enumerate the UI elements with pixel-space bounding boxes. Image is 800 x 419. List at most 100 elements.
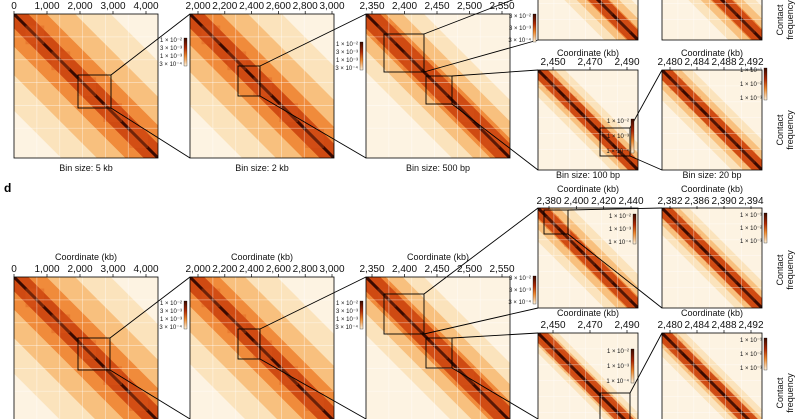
bin-size-top-2: Bin size: 2 kb xyxy=(235,163,289,173)
contact-maps xyxy=(13,0,763,419)
connector xyxy=(109,276,191,339)
axis-top-1: 0 1,000 2,000 3,000 4,000 xyxy=(11,1,159,14)
tick-label: 1,000 xyxy=(34,1,59,12)
tick-label: 2,470 xyxy=(577,320,602,331)
axis-title-bot-6: Coordinate (kb) xyxy=(557,308,619,318)
map-bot-lower-a xyxy=(537,332,639,419)
tick-label: 2,490 xyxy=(614,57,639,68)
connector xyxy=(423,307,539,335)
colorbar-bot-7: 1 × 10⁻¹ 1 × 10⁻² 1 × 10⁻³ xyxy=(740,212,768,245)
map-top-upper-a xyxy=(537,0,639,41)
zoom-box-top-3 xyxy=(383,33,425,73)
colorbar-label: 1 × 10⁻⁴ xyxy=(606,148,629,155)
tick-label: 2,450 xyxy=(424,1,449,12)
tick-label: 2,550 xyxy=(489,1,514,12)
connector xyxy=(110,107,191,159)
axis-top-2: 2,000 2,200 2,400 2,600 2,800 3,000 xyxy=(185,1,345,14)
connector xyxy=(259,358,367,419)
tick-label: 2,484 xyxy=(684,320,709,331)
tick-label: 0 xyxy=(11,1,17,12)
zoom-box-bot-4 xyxy=(425,337,453,369)
tick-label: 3,000 xyxy=(100,264,125,275)
zoom-connectors xyxy=(77,0,663,419)
colorbar-gradient xyxy=(532,13,537,43)
colorbar-label: 3 × 10⁻³ xyxy=(336,309,358,315)
tick-label: 2,492 xyxy=(738,57,763,68)
tick-label: 2,600 xyxy=(266,1,291,12)
colorbar-gradient xyxy=(359,300,364,330)
tick-label: 2,000 xyxy=(67,264,92,275)
colorbar-label: 3 × 10⁻³ xyxy=(509,288,531,294)
map-top-500bp xyxy=(365,13,511,159)
side-label-line2: frequency xyxy=(785,373,795,413)
colorbar-label: 1 × 10⁻⁴ xyxy=(606,378,629,385)
colorbar-gradient xyxy=(183,300,188,330)
colorbar-label: 1 × 10⁻¹ xyxy=(740,68,762,74)
colorbar-label: 3 × 10⁻⁴ xyxy=(335,65,358,72)
colorbar-label: 3 × 10⁻⁴ xyxy=(508,299,531,306)
side-label-top-b: Contact frequency xyxy=(775,110,795,150)
zoom-box-bot-1 xyxy=(77,337,111,371)
tick-label: 2,450 xyxy=(424,264,449,275)
zoom-box-top-1 xyxy=(77,74,112,109)
zoom-box-top-4 xyxy=(425,75,453,105)
colorbar-label: 1 × 10⁻² xyxy=(336,301,358,307)
tick-label: 2,400 xyxy=(564,196,589,207)
colorbar-label: 1 × 10⁻³ xyxy=(160,54,182,60)
colorbar-top-1: 1 × 10⁻² 3 × 10⁻³ 1 × 10⁻³3 × 10⁻⁴ xyxy=(159,37,188,68)
axis-bot-3: 2,350 2,400 2,450 2,500 2,550 xyxy=(359,264,515,277)
connector xyxy=(629,69,663,129)
zoom-box-bot-3 xyxy=(383,293,425,335)
tick-label: 2,000 xyxy=(67,1,92,12)
side-label-line2: frequency xyxy=(785,250,795,290)
colorbar-label: 1 × 10⁻⁴ xyxy=(608,239,631,246)
axis-title-bot-5: Coordinate (kb) xyxy=(681,184,743,194)
connector xyxy=(423,207,539,295)
side-label-line1: Contact xyxy=(775,114,785,146)
tick-label: 4,000 xyxy=(133,1,158,12)
axis-bot-2: 2,000 2,200 2,400 2,600 2,800 3,000 xyxy=(185,264,345,277)
connector xyxy=(423,39,539,73)
side-label-line2: frequency xyxy=(785,0,795,40)
connector xyxy=(451,103,539,171)
zoom-box-bot-2 xyxy=(237,328,261,360)
map-top-5kb xyxy=(13,13,159,159)
zoom-box-bot-5 xyxy=(543,209,569,235)
tick-label: 2,450 xyxy=(540,57,565,68)
colorbar-bot-6: 1 × 10⁻² 1 × 10⁻³ 1 × 10⁻⁴ xyxy=(608,213,637,246)
tick-label: 2,480 xyxy=(657,57,682,68)
colorbar-bot-5: 1 × 10⁻¹ 1 × 10⁻² 1 × 10⁻³ xyxy=(740,337,768,372)
bin-size-top-4: Bin size: 100 bp xyxy=(556,170,620,180)
tick-label: 2,488 xyxy=(711,57,736,68)
colorbar-label: 3 × 10⁻³ xyxy=(160,46,182,52)
axis-title-bot-2: Coordinate (kb) xyxy=(231,252,293,262)
colorbar-label: 3 × 10⁻³ xyxy=(336,50,358,56)
tick-label: 0 xyxy=(11,264,17,275)
tick-label: 2,394 xyxy=(738,196,763,207)
bin-size-top-3: Bin size: 500 bp xyxy=(406,163,470,173)
axis-title-bot-7: Coordinate (kb) xyxy=(681,308,743,318)
colorbar-gradient xyxy=(183,37,188,67)
tick-label: 2,500 xyxy=(457,1,482,12)
panel-letter-d: d xyxy=(4,181,11,195)
axis-title-bot-3: Coordinate (kb) xyxy=(407,252,469,262)
colorbar-label: 1 × 10⁻² xyxy=(740,352,762,358)
map-top-100bp xyxy=(537,69,639,171)
tick-label: 2,440 xyxy=(618,196,643,207)
side-label-line1: Contact xyxy=(775,377,785,409)
colorbar-gradient xyxy=(632,213,637,245)
tick-label: 1,000 xyxy=(34,264,59,275)
connector xyxy=(451,367,539,419)
tick-label: 2,484 xyxy=(684,57,709,68)
tick-label: 3,000 xyxy=(319,1,344,12)
connector xyxy=(629,155,663,171)
connector xyxy=(567,207,663,211)
zoom-box-top-5 xyxy=(599,127,631,157)
connector xyxy=(259,276,367,330)
colorbar-top-4: 1 × 10⁻² 1 × 10⁻³ 1 × 10⁻⁴ xyxy=(606,118,635,155)
map-top-20bp xyxy=(661,69,763,171)
tick-label: 2,350 xyxy=(359,264,384,275)
tick-label: 2,390 xyxy=(711,196,736,207)
side-label-line1: Contact xyxy=(775,254,785,286)
axis-title-top-b: Coordinate (kb) xyxy=(681,48,743,58)
